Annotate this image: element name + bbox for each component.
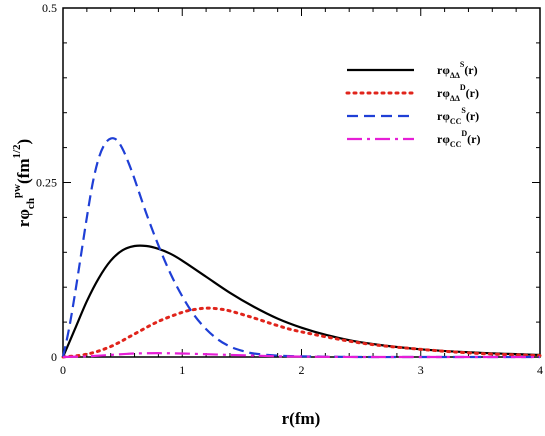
x-tick-label: 2 (299, 363, 305, 377)
y-tick-label: 0 (51, 350, 57, 364)
series-line-0 (61, 244, 541, 358)
series-lines (61, 137, 542, 359)
y-tick-label: 0.25 (36, 176, 57, 190)
y-tick-label: 0.5 (42, 1, 57, 15)
x-tick-label: 3 (418, 363, 424, 377)
y-axis-title: rφchpw(fm1/2) (11, 139, 37, 227)
legend-label-2: rφCCS(r) (437, 106, 479, 126)
series-line-2 (61, 137, 540, 359)
legend-label-3: rφCCD(r) (437, 129, 481, 149)
series-line-1 (61, 306, 542, 359)
x-axis-title: r(fm) (282, 409, 321, 428)
legend: rφΔΔS(r) rφΔΔD(r) rφCCS(r) rφCCD(r) (345, 60, 481, 149)
plot-frame (62, 7, 541, 358)
legend-label-1: rφΔΔD(r) (437, 83, 479, 103)
x-tick-label: 4 (537, 363, 543, 377)
x-tick-label: 1 (179, 363, 185, 377)
axis-ticks: 0 1 2 3 4 0 0.25 0.5 (36, 1, 543, 377)
legend-label-0: rφΔΔS(r) (437, 60, 478, 80)
x-tick-label: 0 (60, 363, 66, 377)
